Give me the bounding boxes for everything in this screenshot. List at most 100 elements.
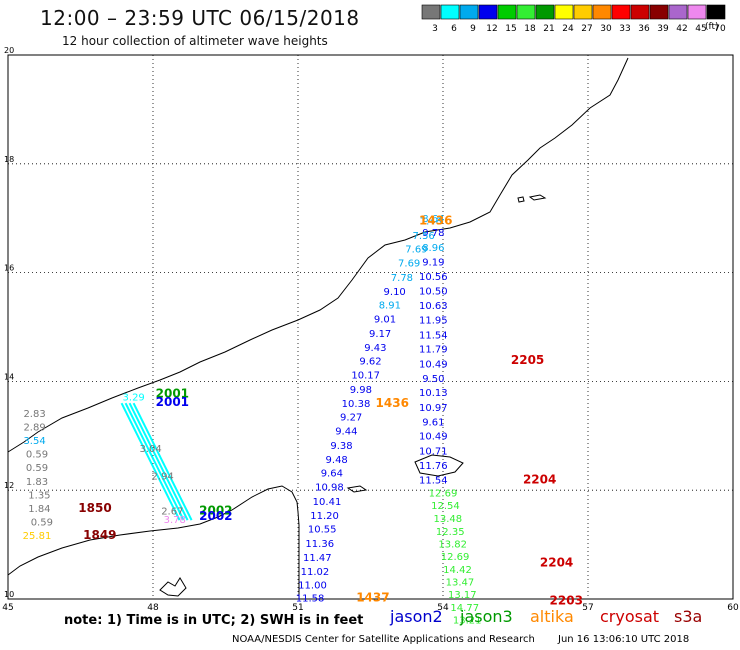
wave-height-label: 7.69 — [398, 259, 420, 270]
lat-tick-label: 16 — [4, 264, 14, 273]
wave-height-label: 7.78 — [391, 273, 413, 284]
wave-height-label: 14.77 — [450, 603, 479, 614]
wave-height-label: 11.95 — [419, 316, 448, 327]
time-label: 2001 — [156, 395, 189, 409]
legend-swatch — [459, 4, 479, 20]
wave-height-label: 9.48 — [326, 455, 348, 466]
africa-coastline — [7, 485, 300, 599]
lon-tick-label: 60 — [727, 603, 739, 613]
wave-height-label: 10.17 — [351, 371, 380, 382]
wave-height-label: 9.61 — [422, 417, 444, 428]
time-label: 2205 — [511, 353, 544, 367]
wave-height-label: 8.64 — [422, 214, 444, 225]
mission-jason2: jason2 — [390, 607, 443, 626]
lon-tick-label: 48 — [147, 603, 159, 613]
wave-height-label: 3.54 — [23, 436, 45, 447]
wave-height-label: 9.50 — [422, 374, 444, 385]
wave-height-label: 14.42 — [443, 565, 472, 576]
wave-height-label: 12.69 — [429, 489, 458, 500]
mission-s3a: s3a — [674, 607, 703, 626]
wave-height-label: 11.54 — [419, 330, 448, 341]
wave-height-label: 9.62 — [359, 357, 381, 368]
wave-height-label: 9.27 — [340, 413, 362, 424]
page-subtitle: 12 hour collection of altimeter wave hei… — [62, 34, 328, 48]
mission-cryosat: cryosat — [600, 607, 660, 626]
page-title: 12:00 – 23:59 UTC 06/15/2018 — [40, 6, 360, 30]
wave-height-label: 8.96 — [422, 243, 444, 254]
legend-swatch — [592, 4, 612, 20]
time-label: 2204 — [523, 473, 556, 487]
time-label: 2002 — [199, 509, 232, 523]
wave-height-label: 9.17 — [369, 329, 391, 340]
diagonal-track-line — [124, 402, 185, 521]
wave-height-label: 2.89 — [23, 422, 45, 433]
legend-swatch — [706, 4, 726, 20]
legend-label: 30 — [600, 24, 612, 34]
legend-label: 36 — [638, 24, 650, 34]
time-label: 2204 — [540, 555, 573, 569]
time-label: 2203 — [550, 593, 583, 607]
time-label: 2002 — [199, 504, 232, 518]
wave-height-label: 3.29 — [123, 392, 145, 403]
wave-height-label: 13.47 — [446, 577, 475, 588]
legend-swatch — [516, 4, 536, 20]
legend-swatch — [649, 4, 669, 20]
wave-height-label: 11.00 — [298, 581, 327, 592]
lon-tick-label: 45 — [2, 603, 13, 613]
diagonal-track-line — [128, 402, 189, 521]
wave-height-label: 10.56 — [419, 272, 448, 283]
time-label: 1850 — [78, 501, 111, 515]
kuria-muria-islands — [528, 194, 547, 201]
wave-height-label: 3.78 — [164, 515, 186, 526]
wave-height-label: 13.17 — [448, 590, 477, 601]
wave-height-label: 0.59 — [31, 518, 53, 529]
wave-height-label: 10.71 — [419, 446, 448, 457]
legend-label: 27 — [581, 24, 592, 34]
diagonal-track-line — [132, 402, 193, 521]
arabia-coastline — [7, 57, 629, 453]
wave-height-label: 10.55 — [308, 525, 337, 536]
wave-height-label: 1.35 — [28, 490, 50, 501]
legend-label: 39 — [657, 24, 669, 34]
wave-height-label: 11.79 — [419, 345, 448, 356]
wave-height-label: 10.38 — [342, 399, 371, 410]
wave-height-label: 25.81 — [23, 531, 52, 542]
wave-height-label: 11.54 — [419, 476, 448, 487]
legend-label: 42 — [676, 24, 687, 34]
wave-height-label: 0.59 — [26, 463, 48, 474]
wave-height-label: 13.82 — [438, 539, 467, 550]
wave-height-label: 11.36 — [305, 539, 334, 550]
wave-height-label: 7.48 — [420, 217, 442, 228]
legend-label: 70 — [714, 24, 726, 34]
wave-height-label: 7.56 — [413, 231, 435, 242]
time-label: 1436 — [419, 214, 452, 228]
legend-swatch — [421, 4, 441, 20]
time-label: 1436 — [376, 396, 409, 410]
wave-height-label: 1.83 — [26, 477, 48, 488]
wave-height-label: 8.91 — [379, 301, 401, 312]
wave-height-label: 2.83 — [23, 409, 45, 420]
wave-height-label: 1.84 — [28, 504, 50, 515]
wave-height-label: 10.49 — [419, 359, 448, 370]
wave-height-label: 11.76 — [419, 461, 448, 472]
wave-height-label: 10.63 — [419, 301, 448, 312]
legend-label: 15 — [505, 24, 516, 34]
generated-timestamp: Jun 16 13:06:10 UTC 2018 — [558, 634, 690, 645]
legend-label: 9 — [470, 24, 476, 34]
legend-swatch — [554, 4, 574, 20]
legend-swatch — [611, 4, 631, 20]
lon-tick-label: 54 — [437, 603, 449, 613]
legend-units: (ft) — [705, 22, 719, 32]
legend-label: 6 — [451, 24, 457, 34]
legend-label: 45 — [695, 24, 706, 34]
wave-height-label: 3.04 — [139, 444, 161, 455]
coastal-inlet — [159, 577, 187, 597]
color-legend: 3 6 9 12 15 18 21 24 27 30 33 36 39 42 45 70 — [421, 4, 726, 34]
mission-altika: altika — [530, 607, 574, 626]
wave-height-label: 9.43 — [364, 343, 386, 354]
lat-tick-label: 10 — [4, 590, 14, 599]
wave-height-label: 10.13 — [419, 388, 448, 399]
